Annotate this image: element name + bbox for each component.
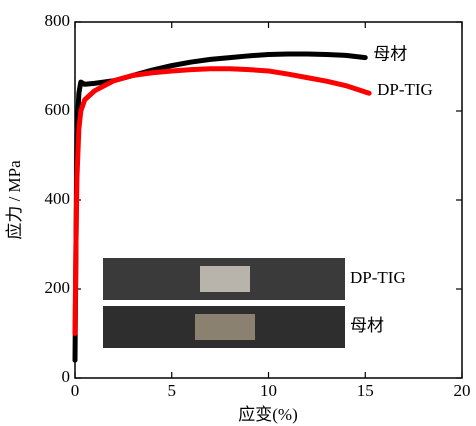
line-series <box>72 66 372 336</box>
x-tick-label: 5 <box>168 381 177 400</box>
photo-weld <box>200 266 250 292</box>
y-tick-label: 0 <box>62 367 71 386</box>
photo-label: 母材 <box>350 316 384 335</box>
line-series <box>72 51 368 363</box>
x-axis-label: 应变(%) <box>238 405 297 424</box>
series-label: DP-TIG <box>377 80 433 99</box>
x-tick-label: 15 <box>357 381 374 400</box>
x-tick-label: 20 <box>454 381 471 400</box>
y-axis-label: 应力 / MPa <box>5 160 24 240</box>
y-tick-label: 200 <box>45 278 71 297</box>
x-tick-label: 10 <box>260 381 277 400</box>
y-tick-label: 400 <box>45 189 71 208</box>
y-tick-label: 800 <box>45 11 71 30</box>
series-label: 母材 <box>373 45 407 64</box>
photo-neck <box>195 314 255 340</box>
y-tick-label: 600 <box>45 100 71 119</box>
photo-label: DP-TIG <box>350 268 406 287</box>
specimen-photos <box>103 258 345 348</box>
x-tick-label: 0 <box>71 381 80 400</box>
